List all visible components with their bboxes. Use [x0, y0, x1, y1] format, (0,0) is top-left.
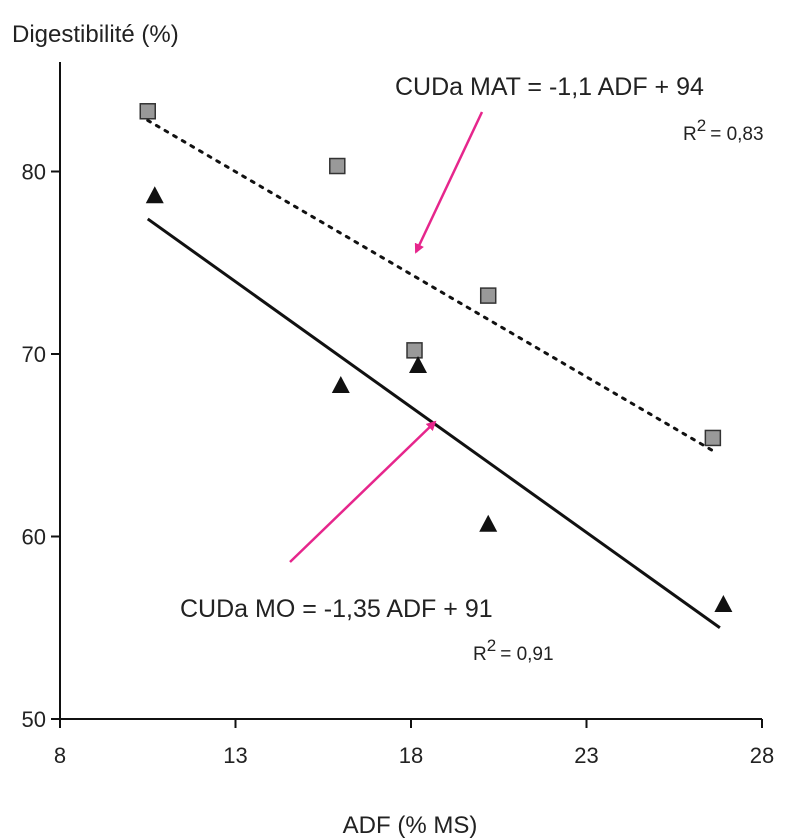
data-point-mo	[714, 595, 733, 613]
x-tick-label: 28	[750, 743, 774, 768]
data-point-mat	[139, 103, 156, 120]
data-point-mat	[406, 342, 423, 359]
data-markers	[139, 103, 733, 613]
x-tick-label: 13	[223, 743, 247, 768]
data-point-mo	[145, 186, 164, 204]
r2-mo: R2 = 0,91	[473, 636, 554, 665]
annotation-arrow-mat	[414, 111, 484, 254]
r2-mo-value: = 0,91	[500, 644, 553, 665]
r2-mo-prefix: R	[473, 644, 487, 665]
x-tick-label: 18	[399, 743, 423, 768]
r2-mat: R2 = 0,83	[683, 116, 764, 145]
x-axis-title: ADF (% MS)	[343, 812, 478, 839]
y-tick-label: 50	[22, 707, 46, 732]
fit-lines	[146, 118, 721, 629]
r2-mo-exp: 2	[487, 636, 496, 655]
data-point-mat	[329, 157, 346, 175]
y-tick-label: 80	[22, 160, 46, 185]
equation-mat: CUDa MAT = -1,1 ADF + 94	[395, 73, 704, 101]
data-point-mo	[331, 376, 350, 394]
x-tick-label: 23	[574, 743, 598, 768]
fit-line-mat	[146, 118, 715, 453]
axes: 8 13 18 23 28 50 60 70 80	[22, 62, 774, 768]
data-point-mo	[479, 514, 498, 532]
r2-mat-exp: 2	[697, 116, 706, 135]
y-tick-label: 60	[22, 525, 46, 550]
data-point-mo	[409, 355, 428, 373]
r2-mat-value: = 0,83	[710, 124, 763, 145]
y-tick-label: 70	[22, 342, 46, 367]
data-point-mat	[704, 429, 722, 447]
r2-mat-prefix: R	[683, 124, 697, 145]
data-point-mat	[479, 287, 497, 304]
x-tick-label: 8	[54, 743, 66, 768]
y-axis-title: Digestibilité (%)	[12, 21, 179, 48]
equation-mo: CUDa MO = -1,35 ADF + 91	[180, 595, 493, 623]
annotation-arrow-mo	[289, 420, 437, 563]
